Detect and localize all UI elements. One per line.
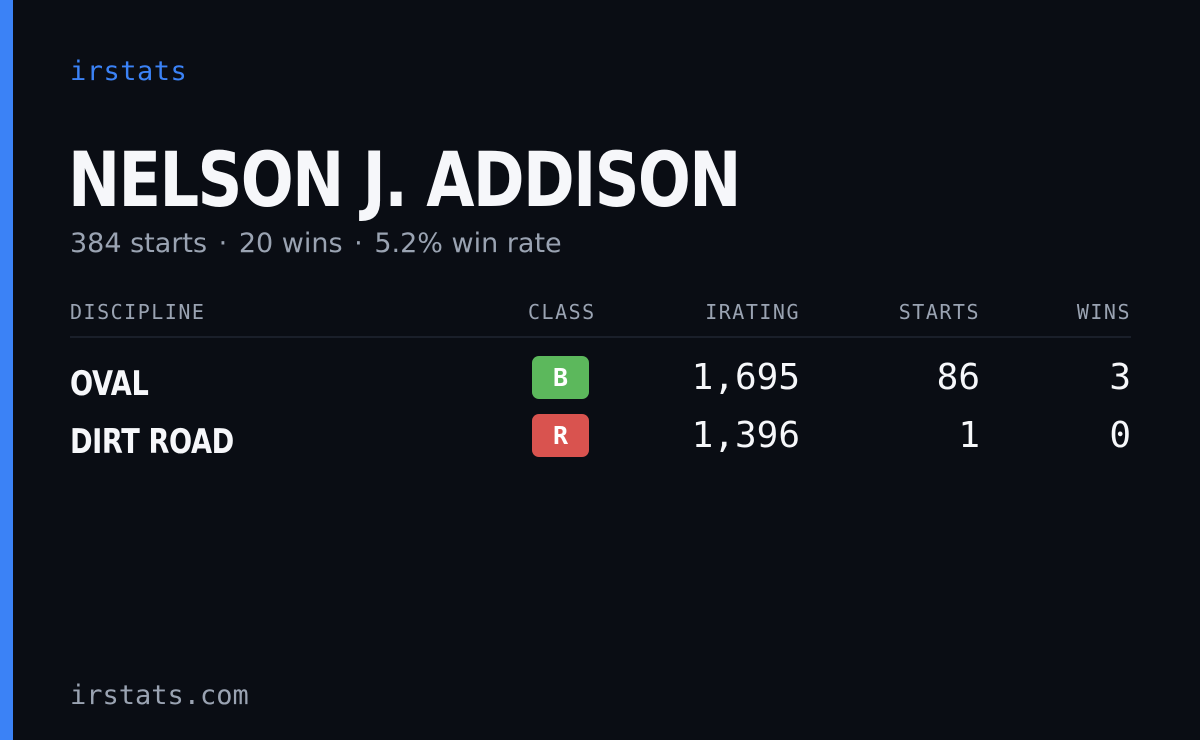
- class-badge: B: [532, 356, 589, 399]
- stats-table: DISCIPLINE CLASS IRATING STARTS WINS OVA…: [70, 296, 1131, 468]
- starts-summary: 384 starts: [70, 228, 208, 259]
- discipline-name: OVAL: [70, 364, 149, 404]
- header-starts: STARTS: [898, 300, 980, 324]
- table-row: DIRT ROAD R 1,396 1 0: [70, 410, 1131, 468]
- starts-value: 1: [958, 415, 980, 456]
- win-rate-summary: 5.2% win rate: [374, 228, 562, 259]
- wins-summary: 20 wins: [238, 228, 343, 259]
- separator: ·: [218, 228, 228, 259]
- starts-value: 86: [936, 357, 980, 398]
- footer-domain[interactable]: irstats.com: [70, 680, 249, 711]
- discipline-name: DIRT ROAD: [70, 422, 234, 462]
- separator: ·: [354, 228, 363, 259]
- class-badge: R: [532, 414, 589, 457]
- header-irating: IRATING: [705, 300, 800, 324]
- accent-bar: [0, 0, 13, 740]
- header-wins: WINS: [1076, 300, 1131, 324]
- page-title: NELSON J. ADDISON: [68, 135, 741, 224]
- table-header: DISCIPLINE CLASS IRATING STARTS WINS: [70, 296, 1131, 338]
- driver-summary: 384 starts · 20 wins · 5.2% win rate: [70, 228, 562, 259]
- header-class: CLASS: [528, 300, 596, 324]
- irating-value: 1,396: [691, 415, 800, 456]
- wins-value: 3: [1109, 357, 1131, 398]
- header-discipline: DISCIPLINE: [70, 300, 206, 324]
- wins-value: 0: [1109, 415, 1131, 456]
- table-row: OVAL B 1,695 86 3: [70, 352, 1131, 410]
- brand-logo[interactable]: irstats: [70, 56, 188, 87]
- irating-value: 1,695: [691, 357, 800, 398]
